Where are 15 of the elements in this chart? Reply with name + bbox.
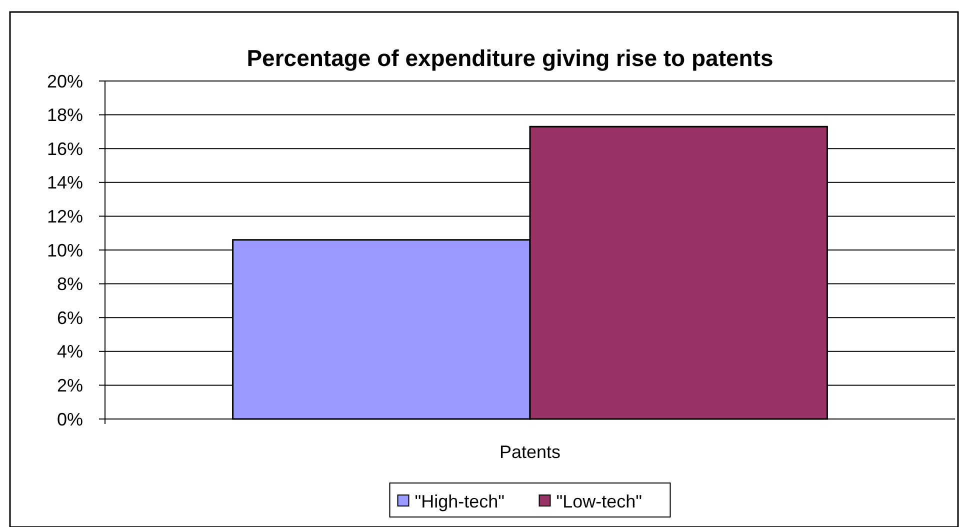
y-tick-label: 14% bbox=[46, 172, 83, 193]
y-tick-label: 8% bbox=[56, 274, 83, 294]
legend-label: "High-tech" bbox=[414, 491, 505, 512]
y-tick-label: 16% bbox=[46, 138, 83, 159]
y-tick-label: 0% bbox=[56, 409, 83, 430]
chart-title: Percentage of expenditure giving rise to patents bbox=[246, 45, 774, 71]
x-tick-label: Patents bbox=[499, 442, 561, 462]
y-tick-label: 20% bbox=[46, 71, 83, 92]
y-tick-label: 6% bbox=[56, 308, 83, 328]
y-tick-label: 2% bbox=[56, 376, 83, 396]
y-tick-label: 10% bbox=[46, 240, 83, 260]
legend-label: "Low-tech" bbox=[556, 491, 642, 512]
y-tick-label: 4% bbox=[56, 342, 83, 362]
y-tick-label: 18% bbox=[46, 105, 83, 126]
y-tick-label: 12% bbox=[46, 206, 83, 226]
